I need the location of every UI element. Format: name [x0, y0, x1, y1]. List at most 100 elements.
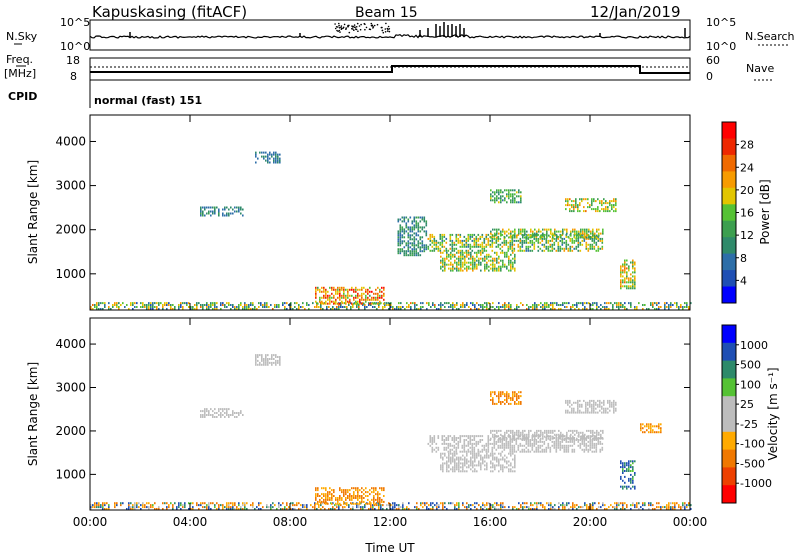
nsky-tick-bottom: 10^0: [60, 40, 90, 53]
heatmap-cell: [411, 234, 414, 237]
heatmap-cell: [502, 306, 504, 308]
heatmap-cell: [335, 288, 337, 291]
heatmap-cell: [449, 233, 452, 236]
heatmap-cell: [562, 232, 564, 235]
heatmap-cell: [550, 435, 552, 438]
heatmap-cell: [592, 304, 594, 306]
heatmap-cell: [622, 269, 624, 272]
heatmap-cell: [234, 504, 236, 507]
heatmap-cell: [94, 306, 96, 308]
heatmap-cell: [321, 497, 323, 499]
heatmap-cell: [356, 506, 358, 509]
heatmap-cell: [561, 239, 564, 242]
heatmap-cell: [218, 414, 220, 416]
heatmap-cell: [599, 200, 601, 203]
heatmap-cell: [353, 495, 355, 497]
heatmap-cell: [377, 296, 379, 299]
heatmap-cell: [404, 308, 406, 310]
heatmap-cell: [536, 234, 538, 237]
heatmap-cell: [479, 243, 482, 246]
heatmap-cell: [624, 308, 626, 310]
heatmap-cell: [466, 460, 468, 463]
heatmap-cell: [258, 508, 260, 510]
heatmap-cell: [152, 308, 154, 310]
heatmap-cell: [216, 306, 218, 308]
heatmap-cell: [226, 306, 228, 308]
heatmap-cell: [632, 283, 634, 286]
heatmap-cell: [559, 444, 562, 447]
heatmap-cell: [611, 204, 613, 207]
heatmap-cell: [582, 437, 584, 440]
heatmap-cell: [461, 450, 464, 453]
heatmap-cell: [361, 292, 363, 295]
heatmap-cell: [449, 450, 452, 453]
heatmap-cell: [502, 504, 504, 507]
heatmap-cell: [632, 475, 634, 478]
y-tick-label: 4000: [55, 337, 86, 351]
heatmap-cell: [591, 198, 593, 201]
heatmap-cell: [204, 502, 206, 505]
heatmap-cell: [574, 308, 576, 310]
heatmap-cell: [448, 263, 450, 266]
heatmap-cell: [626, 263, 628, 266]
heatmap-cell: [494, 456, 496, 459]
heatmap-cell: [212, 304, 214, 306]
heatmap-cell: [178, 308, 180, 310]
heatmap-cell: [468, 261, 470, 264]
heatmap-cell: [152, 306, 154, 308]
heatmap-cell: [318, 506, 320, 509]
heatmap-cell: [618, 502, 620, 505]
heatmap-cell: [474, 263, 476, 266]
heatmap-cell: [567, 243, 570, 246]
heatmap-cell: [562, 304, 564, 306]
heatmap-cell: [504, 255, 506, 258]
heatmap-cell: [555, 442, 558, 445]
heatmap-cell: [502, 230, 504, 233]
heatmap-cell: [440, 304, 442, 306]
heatmap-cell: [630, 304, 632, 306]
heatmap-cell: [246, 308, 248, 310]
heatmap-cell: [344, 306, 346, 308]
heatmap-cell: [260, 302, 262, 305]
heatmap-cell: [558, 437, 560, 440]
heatmap-cell: [538, 433, 540, 436]
heatmap-cell: [545, 450, 548, 453]
nsearch-dot: [338, 27, 341, 29]
heatmap-cell: [518, 397, 520, 400]
heatmap-cell: [684, 302, 686, 305]
heatmap-cell: [597, 198, 599, 201]
heatmap-cell: [469, 437, 472, 439]
heatmap-cell: [477, 233, 480, 236]
heatmap-cell: [490, 431, 492, 434]
heatmap-cell: [500, 506, 502, 509]
heatmap-cell: [543, 440, 546, 443]
heatmap-cell: [502, 228, 504, 231]
heatmap-cell: [603, 198, 605, 201]
nsearch-dot: [388, 30, 391, 33]
heatmap-cell: [577, 239, 580, 242]
heatmap-cell: [589, 245, 592, 248]
heatmap-cell: [584, 504, 586, 507]
heatmap-cell: [435, 245, 438, 248]
heatmap-cell: [684, 506, 686, 509]
heatmap-cell: [453, 249, 456, 252]
heatmap-cell: [419, 242, 422, 245]
heatmap-cell: [371, 487, 373, 490]
heatmap-cell: [402, 504, 404, 507]
heatmap-cell: [485, 235, 488, 238]
heatmap-cell: [517, 233, 520, 236]
heatmap-cell: [664, 506, 666, 509]
heatmap-cell: [359, 500, 361, 503]
heatmap-cell: [279, 153, 281, 156]
heatmap-cell: [323, 302, 325, 305]
nsearch-dot: [337, 30, 339, 33]
heatmap-cell: [567, 448, 570, 451]
heatmap-cell: [458, 468, 460, 471]
heatmap-cell: [620, 306, 622, 308]
heatmap-cell: [567, 440, 570, 443]
heatmap-cell: [432, 304, 434, 306]
heatmap-cell: [607, 401, 609, 404]
heatmap-cell: [587, 409, 589, 412]
heatmap-cell: [610, 302, 612, 305]
heatmap-cell: [473, 448, 476, 451]
